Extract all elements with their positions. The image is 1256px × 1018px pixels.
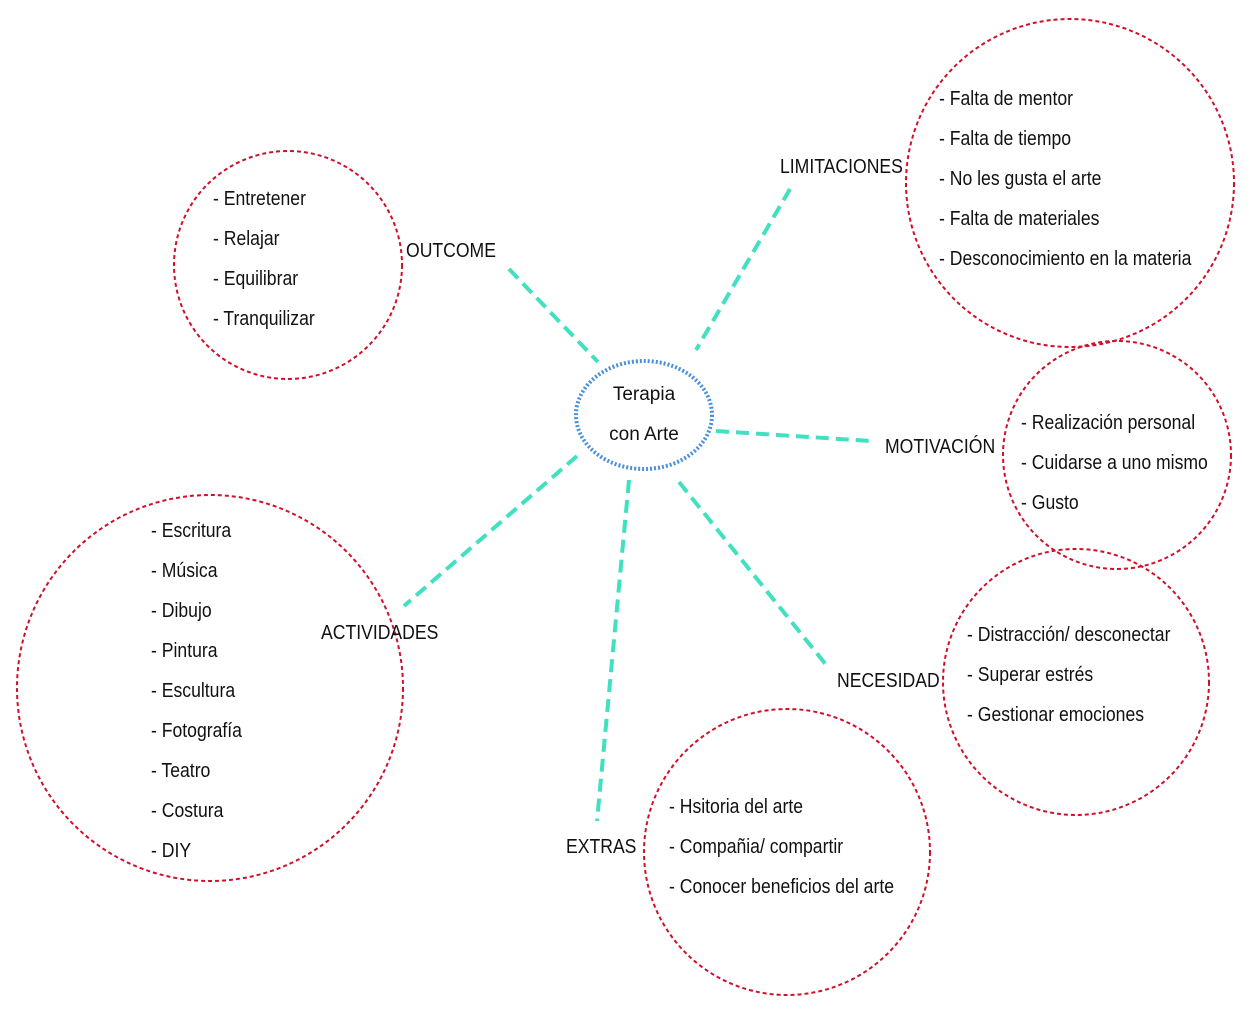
list-item: - Desconocimiento en la materia xyxy=(939,248,1192,270)
list-item: - Conocer beneficios del arte xyxy=(669,876,895,898)
connector-outcome xyxy=(507,267,600,364)
list-item: - Relajar xyxy=(213,228,280,250)
circle-actividades xyxy=(16,494,404,882)
list-item: - Escritura xyxy=(151,520,232,542)
list-item: - Costura xyxy=(151,800,224,822)
list-item: - Distracción/ desconectar xyxy=(967,624,1171,646)
list-item: - Falta de tiempo xyxy=(939,128,1072,150)
list-item: - Dibujo xyxy=(151,600,212,622)
connector-actividades xyxy=(402,454,579,608)
label-motivacion: MOTIVACIÓN xyxy=(885,436,996,458)
connector-motivacion xyxy=(715,429,872,443)
list-item: - Hsitoria del arte xyxy=(669,796,804,818)
connector-limitaciones xyxy=(694,187,792,352)
circle-outcome xyxy=(173,150,403,380)
center-title: Terapia con Arte xyxy=(609,383,679,447)
center-title-line2: con Arte xyxy=(609,424,679,445)
list-item: - Fotografía xyxy=(151,720,242,742)
list-item: - Música xyxy=(151,560,218,582)
list-item: - Falta de mentor xyxy=(939,88,1074,110)
item-circles xyxy=(16,18,1235,996)
list-item: - DIY xyxy=(151,840,192,862)
list-item: - Falta de materiales xyxy=(939,208,1100,230)
label-limitaciones: LIMITACIONES xyxy=(780,156,903,178)
circle-limitaciones xyxy=(905,18,1235,348)
connector-necesidad xyxy=(677,480,829,668)
circle-motivacion xyxy=(1002,340,1232,570)
connectors xyxy=(402,187,872,822)
list-item: - No les gusta el arte xyxy=(939,168,1102,190)
list-item: - Equilibrar xyxy=(213,268,299,290)
list-item: - Escultura xyxy=(151,680,236,702)
list-item: - Pintura xyxy=(151,640,218,662)
circle-necesidad xyxy=(942,548,1210,816)
list-item: - Entretener xyxy=(213,188,306,210)
circle-extras xyxy=(643,708,931,996)
label-actividades: ACTIVIDADES xyxy=(321,622,439,644)
label-outcome: OUTCOME xyxy=(406,240,496,262)
list-item: - Cuidarse a uno mismo xyxy=(1021,452,1208,474)
list-item: - Gestionar emociones xyxy=(967,704,1145,726)
center-title-line1: Terapia xyxy=(612,384,676,405)
list-item: - Superar estrés xyxy=(967,664,1094,686)
list-item: - Tranquilizar xyxy=(213,308,315,330)
label-necesidad: NECESIDAD xyxy=(837,670,940,692)
center-node xyxy=(574,359,714,471)
list-item: - Realización personal xyxy=(1021,412,1196,434)
label-extras: EXTRAS xyxy=(566,836,637,858)
list-item: - Compañia/ compartir xyxy=(669,836,844,858)
list-item: - Gusto xyxy=(1021,492,1079,514)
connector-extras xyxy=(595,479,631,822)
list-item: - Teatro xyxy=(151,760,211,782)
